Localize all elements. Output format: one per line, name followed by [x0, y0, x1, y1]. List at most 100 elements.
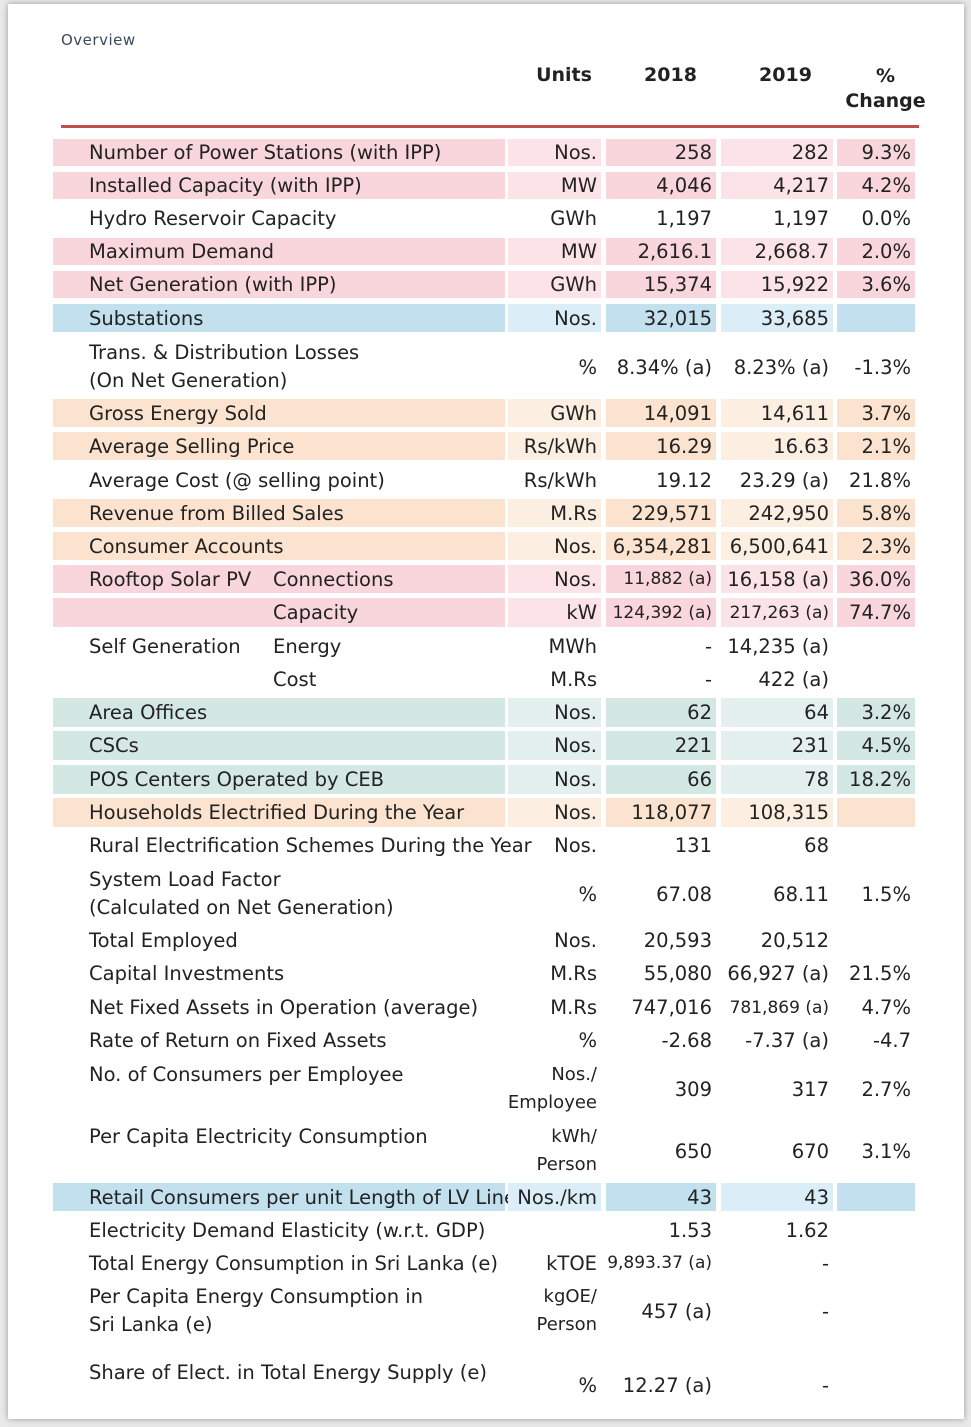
row-units: kW	[508, 598, 601, 627]
row-units: Nos.	[508, 926, 601, 955]
row-label: Hydro Reservoir Capacity	[53, 205, 505, 232]
row-label: Average Selling Price	[53, 432, 505, 460]
table-row: Total Employed Nos. 20,593 20,512	[53, 926, 915, 955]
row-percent-change: -1.3%	[854, 355, 911, 379]
table-row: Trans. & Distribution Losses (On Net Gene…	[53, 338, 915, 396]
row-label: Share of Elect. in Total Energy Supply (…	[53, 1343, 505, 1401]
row-label: System Load Factor (Calculated on Net Gen…	[53, 865, 505, 923]
row-value-2019: -	[821, 1251, 829, 1275]
table-row: Consumer Accounts Nos. 6,354,281 6,500,641 2…	[53, 532, 915, 560]
row-units: Nos.	[508, 798, 601, 827]
row-label: Gross Energy Sold	[53, 399, 505, 427]
row-label-text: Share of Elect. in Total Energy Supply (…	[89, 1360, 488, 1384]
row-label-text: Retail Consumers per unit Length of LV L…	[89, 1185, 527, 1209]
row-label: Rural Electrification Schemes During the…	[53, 831, 532, 860]
row-label-text: Installed Capacity (with IPP)	[89, 174, 362, 197]
row-label: CSCs	[53, 731, 505, 760]
row-units-text: Nos.	[554, 534, 597, 558]
row-percent-change	[837, 926, 915, 955]
row-units: MWh	[508, 632, 601, 661]
row-label: Number of Power Stations (with IPP)	[53, 139, 505, 166]
row-value-2018: 43	[606, 1183, 716, 1211]
row-label: Rate of Return on Fixed Assets	[53, 1026, 505, 1055]
row-percent-change	[837, 1216, 915, 1244]
row-label-text: CSCs	[89, 734, 139, 757]
row-units: Nos.	[508, 731, 601, 760]
table-row: Households Electrified During the Year No…	[53, 798, 915, 827]
row-value-2019: 8.23% (a)	[733, 355, 829, 379]
table-row: Rate of Return on Fixed Assets% -2.68 -7.3…	[53, 1026, 915, 1055]
row-units-text: MWh	[548, 635, 597, 658]
row-value-2019: 4,217	[721, 172, 833, 199]
row-label-text: Consumer Accounts	[89, 534, 284, 558]
header-percent-change: % Change	[843, 64, 928, 114]
row-units: Nos./km	[508, 1183, 601, 1211]
row-units-text: Rs/kWh	[523, 434, 597, 458]
row-units-text: Nos.	[554, 306, 597, 330]
table-row: Capital Investments M.Rs 55,080 66,927 (a) 2…	[53, 959, 915, 988]
row-value-2019: 68.11	[773, 882, 829, 906]
row-value-2019: 1.62	[785, 1218, 829, 1242]
row-label-text: Capital Investments	[89, 962, 285, 985]
row-percent-change: 3.6%	[837, 271, 915, 298]
row-value-2019: 68	[804, 834, 829, 857]
row-label: Area Offices	[53, 698, 505, 727]
row-percent-change: 2.7%	[861, 1077, 911, 1101]
table-row: Gross Energy Sold GWh 14,091 14,611 3.7%	[53, 399, 915, 427]
row-units-text: GWh	[550, 207, 597, 230]
row-value-2019: 422 (a)	[758, 668, 829, 691]
row-units: Nos.	[508, 565, 601, 593]
row-units-text: M.Rs	[550, 668, 597, 691]
row-percent-change	[837, 665, 915, 694]
row-units: GWh	[508, 205, 601, 232]
row-percent-change: 3.1%	[861, 1139, 911, 1163]
row-units-text: %	[578, 1374, 597, 1397]
row-value-2018: 66	[606, 765, 716, 794]
row-percent-change: 4.2%	[837, 172, 915, 199]
row-units-text: MW	[560, 240, 597, 263]
table-row: Revenue from Billed Sales M.Rs 229,571 242,…	[53, 499, 915, 527]
table-row: Rooftop Solar PV Connections Nos. 11,882 (a…	[53, 565, 915, 593]
row-units-text: M.Rs	[550, 501, 597, 525]
header-change-label: Change	[845, 90, 926, 112]
row-percent-change: 9.3%	[837, 139, 915, 166]
row-percent-change: 1.5%	[861, 882, 911, 906]
row-units-text: Nos.	[554, 929, 597, 952]
row-units-line2: Person	[536, 1154, 598, 1175]
row-percent-change: 21.8%	[849, 468, 911, 492]
row-units: Nos.	[508, 831, 601, 860]
row-label-text: Hydro Reservoir Capacity	[89, 207, 337, 230]
row-percent-change: 18.2%	[837, 765, 915, 794]
row-label-text: POS Centers Operated by CEB	[89, 768, 385, 791]
row-percent-change: 3.7%	[837, 399, 915, 427]
row-label-line2: (Calculated on Net Generation)	[89, 896, 394, 919]
row-value-2019: 16.63	[721, 432, 833, 460]
row-units-text: GWh	[550, 401, 597, 425]
row-units-text: Nos.	[554, 701, 597, 724]
row-label-text: Substations	[89, 306, 204, 330]
row-units-line1: kgOE/	[543, 1286, 597, 1307]
row-value-2019: -	[821, 1299, 829, 1323]
row-percent-change: 3.2%	[837, 698, 915, 727]
row-value-2018: 221	[606, 731, 716, 760]
row-percent-change: 74.7%	[837, 598, 915, 627]
row-label: Consumer Accounts	[53, 532, 505, 560]
row-percent-change	[837, 304, 915, 332]
row-units: %	[508, 338, 601, 396]
table-row: Maximum Demand MW 2,616.1 2,668.7 2.0%	[53, 238, 915, 265]
row-value-2019: 43	[721, 1183, 833, 1211]
row-label-text: Total Employed	[89, 929, 238, 952]
row-value-2019: 66,927 (a)	[727, 962, 829, 985]
row-value-2018: 16.29	[606, 432, 716, 460]
row-label-text: Rural Electrification Schemes During the…	[89, 834, 532, 857]
header-rule	[61, 125, 919, 128]
row-value-2019: 1,197	[773, 207, 829, 230]
row-label-text: Number of Power Stations (with IPP)	[89, 141, 442, 164]
header-percent-symbol: %	[875, 65, 896, 87]
row-sublabel: Capacity	[273, 601, 359, 624]
row-value-2018: 19.12	[656, 468, 712, 492]
row-value-2019: 317	[791, 1077, 829, 1101]
table-row: POS Centers Operated by CEB Nos. 66 78 18.2%	[53, 765, 915, 794]
row-percent-change: 5.8%	[837, 499, 915, 527]
row-units-line1: kWh/	[551, 1126, 597, 1147]
